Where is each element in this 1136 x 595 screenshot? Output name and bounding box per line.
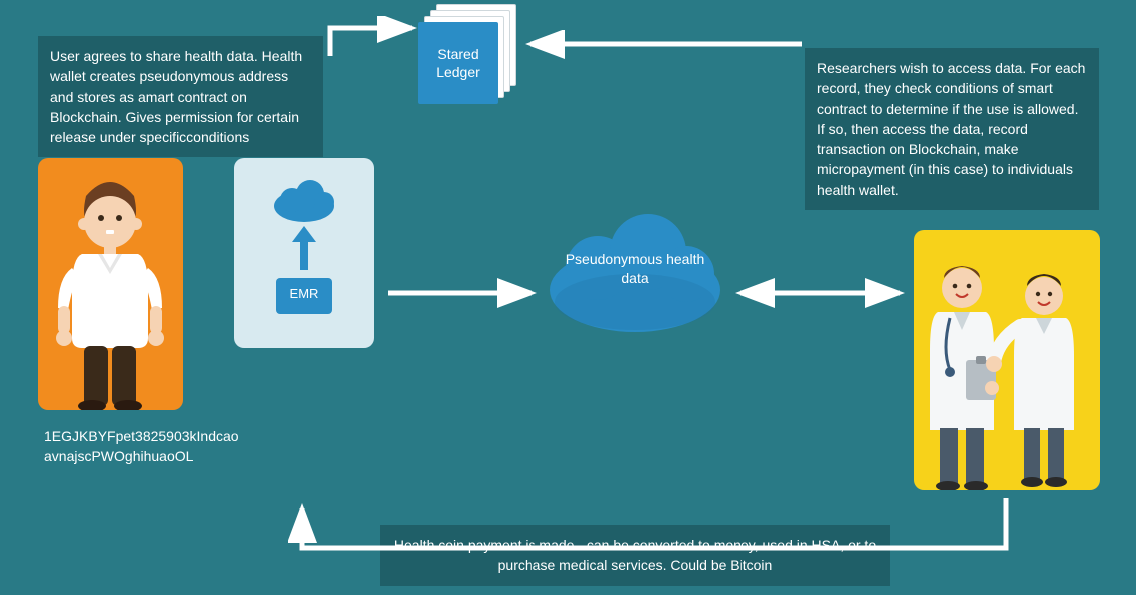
- arrow-emr-to-cloud: [382, 278, 542, 308]
- pseudonymous-cloud-label: Pseudonymous health data: [555, 250, 715, 288]
- emr-label: EMR: [276, 286, 332, 301]
- researchers-card: [914, 230, 1100, 490]
- arrow-cloud-researchers: [730, 278, 910, 308]
- user-description-text: User agrees to share health data. Health…: [50, 48, 302, 145]
- researchers-description-text: Researchers wish to access data. For eac…: [817, 60, 1085, 198]
- arrow-user-to-ledger: [320, 16, 420, 66]
- cloud-icon: [274, 180, 334, 222]
- ledger-label: Stared Ledger: [418, 45, 498, 81]
- researchers-icon: [914, 230, 1100, 490]
- wallet-address-line2: avnajscPWOghihuaoOL: [44, 446, 239, 466]
- arrow-payment-flow: [288, 490, 1018, 570]
- up-arrow-icon: [292, 226, 316, 270]
- user-person-icon: [38, 158, 183, 410]
- wallet-address: 1EGJKBYFpet3825903kIndcao avnajscPWOghih…: [44, 426, 239, 467]
- user-description-box: User agrees to share health data. Health…: [38, 36, 323, 157]
- wallet-address-line1: 1EGJKBYFpet3825903kIndcao: [44, 426, 239, 446]
- user-card: [38, 158, 183, 410]
- emr-card: EMR: [234, 158, 374, 348]
- arrow-researchers-to-ledger: [520, 30, 810, 70]
- researchers-description-box: Researchers wish to access data. For eac…: [805, 48, 1099, 210]
